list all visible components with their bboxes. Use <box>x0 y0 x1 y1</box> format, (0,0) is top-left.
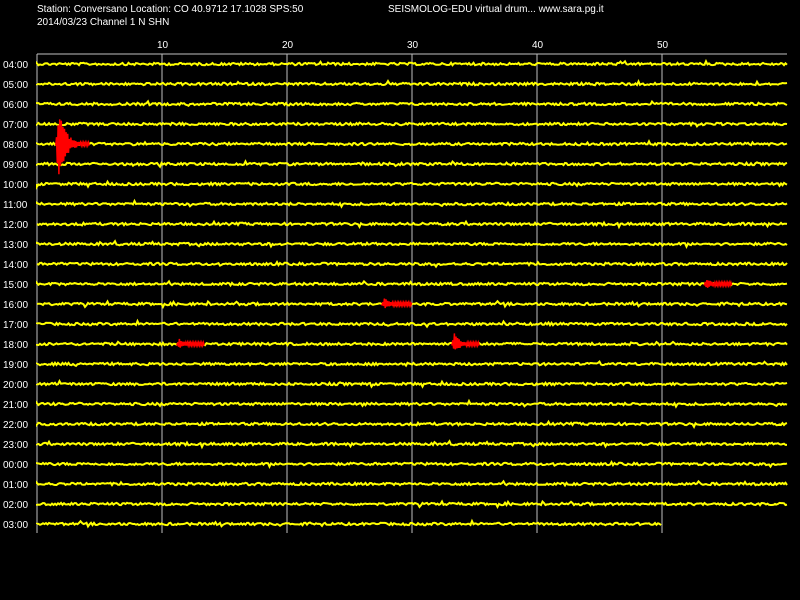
hour-trace <box>36 198 788 209</box>
hour-label: 00:00 <box>3 460 28 471</box>
hour-label: 03:00 <box>3 520 28 531</box>
minute-tick-label: 30 <box>407 40 419 51</box>
minute-tick-label: 40 <box>532 40 544 51</box>
hour-label: 20:00 <box>3 380 28 391</box>
hour-label: 15:00 <box>3 280 28 291</box>
hour-label: 13:00 <box>3 240 28 251</box>
hour-trace <box>36 79 788 87</box>
seismic-event <box>55 119 91 175</box>
hour-trace <box>36 340 788 347</box>
hour-label: 17:00 <box>3 320 28 331</box>
hour-trace <box>36 439 787 450</box>
hour-label: 14:00 <box>3 260 28 271</box>
hour-label: 06:00 <box>3 100 28 111</box>
minute-tick-labels: 10 20 30 40 50 <box>157 40 669 51</box>
hour-trace <box>36 360 788 368</box>
hour-label: 07:00 <box>3 120 28 131</box>
hour-label: 08:00 <box>3 140 28 151</box>
hour-label: 10:00 <box>3 180 28 191</box>
hour-label: 05:00 <box>3 80 28 91</box>
hour-label: 01:00 <box>3 480 28 491</box>
hour-trace <box>36 121 788 128</box>
minute-tick-label: 10 <box>157 40 169 51</box>
seismic-event <box>703 279 733 289</box>
hour-label: 02:00 <box>3 500 28 511</box>
hour-trace <box>36 159 788 169</box>
hour-label: 19:00 <box>3 360 28 371</box>
hour-trace <box>36 419 788 430</box>
hour-traces <box>36 58 788 529</box>
hour-trace <box>36 239 788 249</box>
hour-label: 12:00 <box>3 220 28 231</box>
hour-label: 23:00 <box>3 440 28 451</box>
hour-trace <box>36 479 788 488</box>
station-info: Station: Conversano Location: CO 40.9712… <box>37 4 304 15</box>
minute-gridlines <box>36 53 787 533</box>
minute-tick-label: 50 <box>657 40 669 51</box>
brand-title: SEISMOLOG-EDU virtual drum... www.sara.p… <box>388 4 604 15</box>
hour-trace <box>36 299 788 309</box>
hour-trace <box>36 139 788 147</box>
hour-trace <box>36 219 788 230</box>
date-channel-info: 2014/03/23 Channel 1 N SHN <box>37 17 170 28</box>
hour-label: 22:00 <box>3 420 28 431</box>
hour-label: 09:00 <box>3 160 28 171</box>
hour-trace <box>36 318 788 329</box>
hour-trace <box>36 179 788 190</box>
hour-trace <box>36 58 788 67</box>
hour-trace <box>36 499 788 509</box>
hour-trace <box>36 460 788 469</box>
hour-trace <box>36 279 788 288</box>
hour-trace <box>36 378 788 389</box>
seismic-event <box>176 338 205 349</box>
hour-label: 11:00 <box>3 200 28 211</box>
hour-trace <box>36 260 788 269</box>
hour-trace <box>36 398 788 409</box>
seismic-events <box>55 119 733 350</box>
hour-label: 21:00 <box>3 400 28 411</box>
seismic-event <box>381 298 413 309</box>
minute-tick-label: 20 <box>282 40 294 51</box>
hour-label: 16:00 <box>3 300 28 311</box>
seismic-event <box>451 333 480 350</box>
hour-trace <box>36 518 662 529</box>
hour-label: 18:00 <box>3 340 28 351</box>
hour-label: 04:00 <box>3 60 28 71</box>
hour-labels: 04:00 05:00 06:00 07:00 08:00 09:00 10:00 11:00… <box>3 60 28 531</box>
hour-trace <box>36 99 788 108</box>
